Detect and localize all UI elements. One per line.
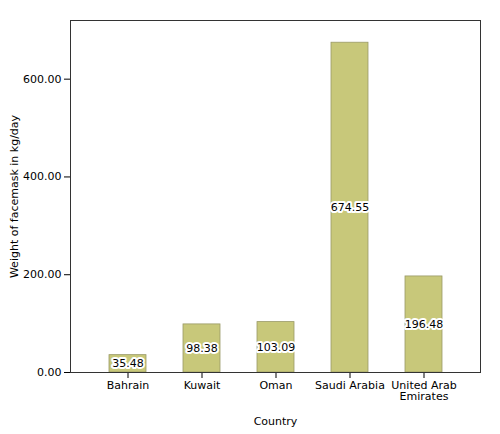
svg-text:400.00: 400.00 xyxy=(23,170,62,183)
svg-text:Kuwait: Kuwait xyxy=(184,379,221,392)
svg-text:Bahrain: Bahrain xyxy=(107,379,150,392)
svg-text:Country: Country xyxy=(254,415,298,428)
svg-text:0.00: 0.00 xyxy=(37,366,62,379)
svg-text:United ArabEmirates: United ArabEmirates xyxy=(391,379,456,403)
svg-text:Saudi Arabia: Saudi Arabia xyxy=(315,379,385,392)
svg-text:103.09: 103.09 xyxy=(257,341,296,354)
svg-text:98.38: 98.38 xyxy=(186,342,218,355)
svg-text:Weight of facemask in kg/day: Weight of facemask in kg/day xyxy=(8,114,21,278)
svg-text:196.48: 196.48 xyxy=(405,318,444,331)
svg-text:600.00: 600.00 xyxy=(23,73,62,86)
svg-text:200.00: 200.00 xyxy=(23,268,62,281)
svg-text:Oman: Oman xyxy=(259,379,292,392)
svg-text:674.55: 674.55 xyxy=(331,201,370,214)
svg-text:35.48: 35.48 xyxy=(112,357,144,370)
